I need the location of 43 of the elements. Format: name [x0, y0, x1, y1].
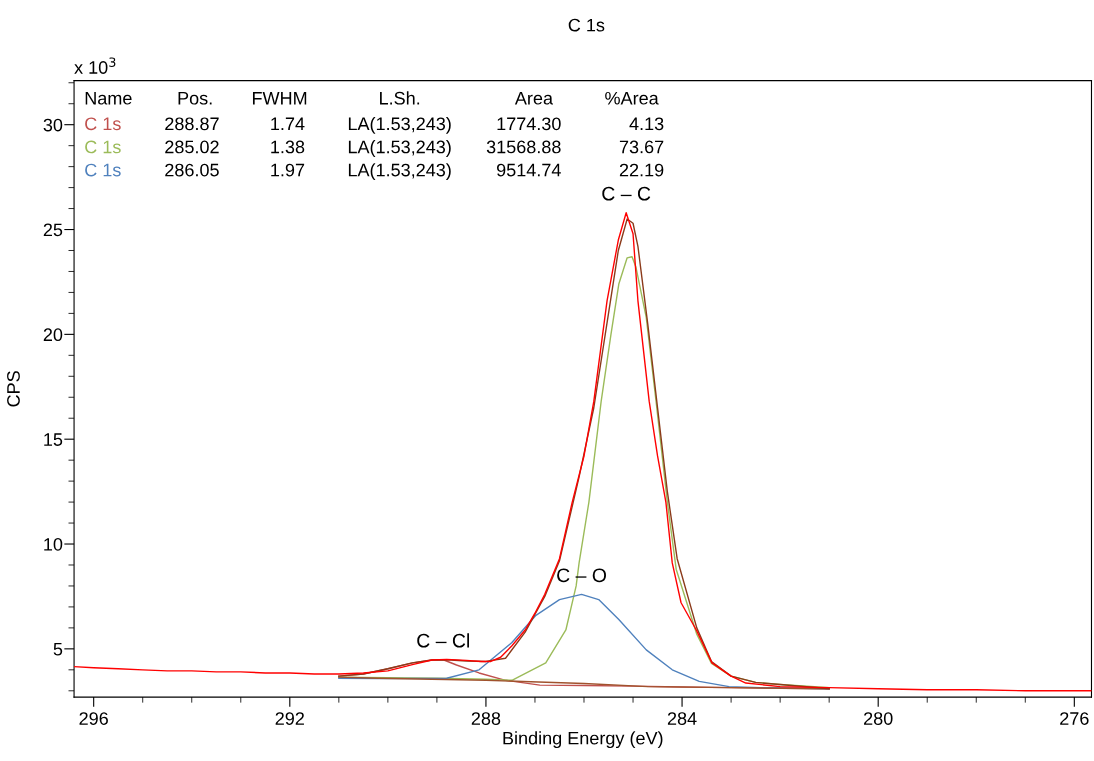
text: x 10$^{3}$	[74, 57, 116, 74]
text: C 1s	[85, 163, 121, 177]
annotation: 22.19	[619, 163, 664, 177]
annotation: 73.67	[619, 140, 664, 154]
y-tick-label: 20	[43, 328, 63, 342]
text: C 1s	[85, 140, 121, 154]
annotation: C – Cl	[417, 633, 469, 648]
annotation: LA(1.53,243)	[348, 116, 451, 134]
x-axis-title: Binding Energy (eV)	[503, 731, 663, 749]
annotation: 1774.30	[497, 117, 561, 131]
annotation: LA(1.53,243)	[348, 140, 451, 157]
y-tick-label: 5	[53, 642, 63, 656]
annotation: 1.74	[271, 117, 305, 131]
text: C 1s	[85, 117, 121, 131]
chart-title: C 1s	[568, 18, 605, 32]
annotation: Area	[514, 92, 554, 105]
annotation: L.Sh.	[380, 91, 420, 105]
annotation: 31568.88	[486, 140, 561, 154]
x-tick-label: 280	[864, 712, 893, 725]
annotation: Pos.	[178, 92, 212, 105]
annotation: LA(1.53,243)	[348, 163, 451, 180]
y-tick-label: 15	[44, 433, 63, 446]
y-axis-title: CPS	[7, 371, 20, 407]
x-tick-label: 288	[471, 712, 501, 725]
x-tick-label: 296	[79, 712, 108, 725]
annotation: 1.97	[271, 163, 305, 177]
annotation: 285.02	[165, 140, 219, 154]
annotation: 286.05	[165, 163, 219, 177]
annotation: 1.38	[271, 140, 305, 154]
annotation: 4.13	[629, 117, 664, 131]
x-tick-label: 292	[275, 712, 304, 725]
annotation: C – O	[557, 568, 607, 583]
annotation: FWHM	[252, 92, 307, 105]
y-tick-label: 10	[44, 537, 63, 551]
x-tick-label: 284	[667, 712, 697, 725]
annotation: Name	[85, 92, 132, 105]
y-tick-label: 25	[43, 223, 63, 237]
annotation: %Area	[605, 91, 659, 105]
annotation: 9514.74	[496, 163, 561, 177]
annotation: C – C	[602, 186, 651, 201]
y-tick-label: 30	[43, 118, 63, 132]
x-tick-label: 276	[1060, 712, 1089, 725]
annotation: 288.87	[165, 117, 219, 131]
